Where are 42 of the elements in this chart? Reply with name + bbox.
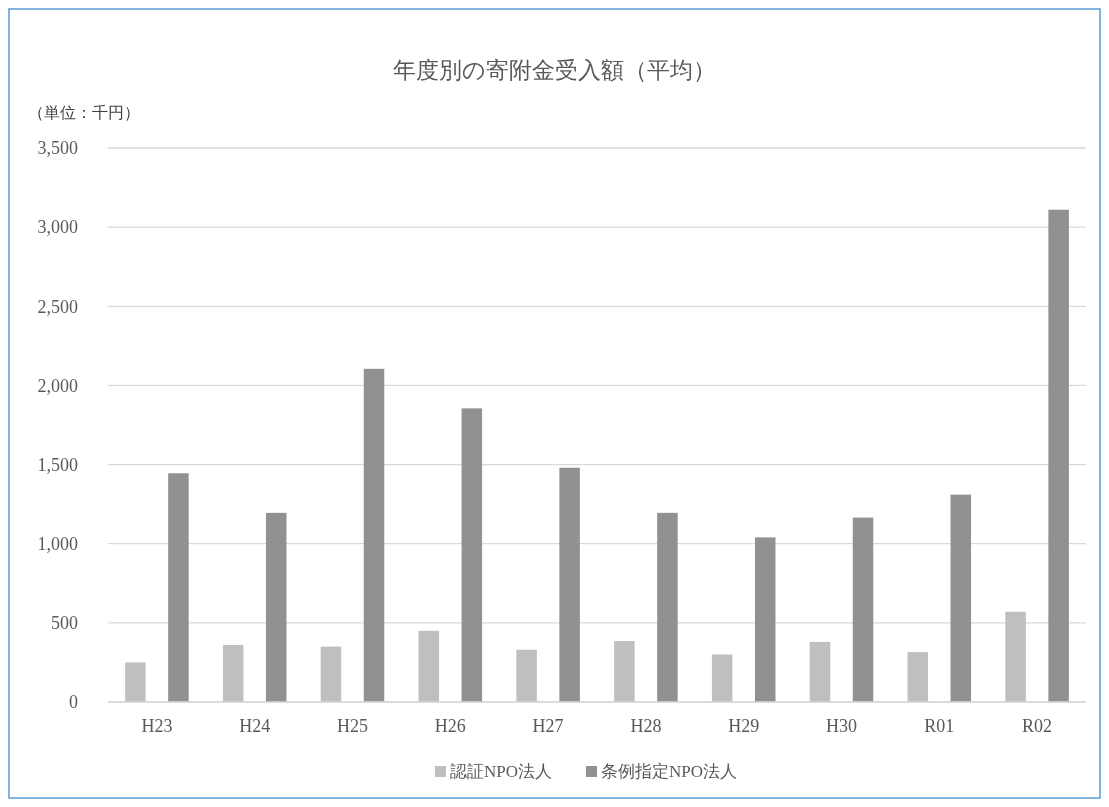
bar [168,473,189,702]
bar [222,645,244,702]
x-tick-label: H28 [630,716,662,736]
x-tick-label: H23 [141,716,173,736]
bar [265,512,287,702]
x-tick-label: H24 [239,716,271,736]
y-tick-label: 1,000 [37,534,78,555]
bar [1005,611,1026,702]
legend-label: 認証NPO法人 [450,762,553,781]
y-tick-label: 2,500 [37,296,78,317]
x-tick-label: H25 [337,716,368,736]
bar [516,649,537,702]
y-tick-label: 3,000 [37,217,78,238]
bar [852,517,874,702]
bar [461,408,483,702]
y-tick-label: 2,000 [37,375,78,396]
x-tick-label: R01 [924,716,955,736]
bar [809,641,831,702]
bar [1048,209,1069,702]
y-tick-label: 1,500 [37,454,78,475]
bar [320,646,342,702]
y-tick-label: 0 [69,692,78,713]
bar [711,654,733,702]
y-tick-label: 500 [51,613,78,634]
legend-label: 条例指定NPO法人 [601,762,738,781]
y-tick-label: 3,500 [37,138,78,159]
chart-title: 年度別の寄附金受入額（平均） [393,58,716,83]
bar [125,662,146,702]
x-tick-label: H30 [826,716,857,736]
bar [950,494,972,702]
x-tick-label: H26 [434,716,466,736]
bar [907,652,929,702]
x-tick-label: R02 [1022,716,1053,736]
x-tick-label: H29 [728,716,760,736]
bar [363,368,385,702]
bar [657,512,678,702]
y-axis-title: （単位：千円） [28,104,140,121]
bar [614,641,635,702]
x-tick-label: H27 [532,716,564,736]
bar [754,537,776,702]
bar [418,630,440,702]
bar [559,467,580,702]
